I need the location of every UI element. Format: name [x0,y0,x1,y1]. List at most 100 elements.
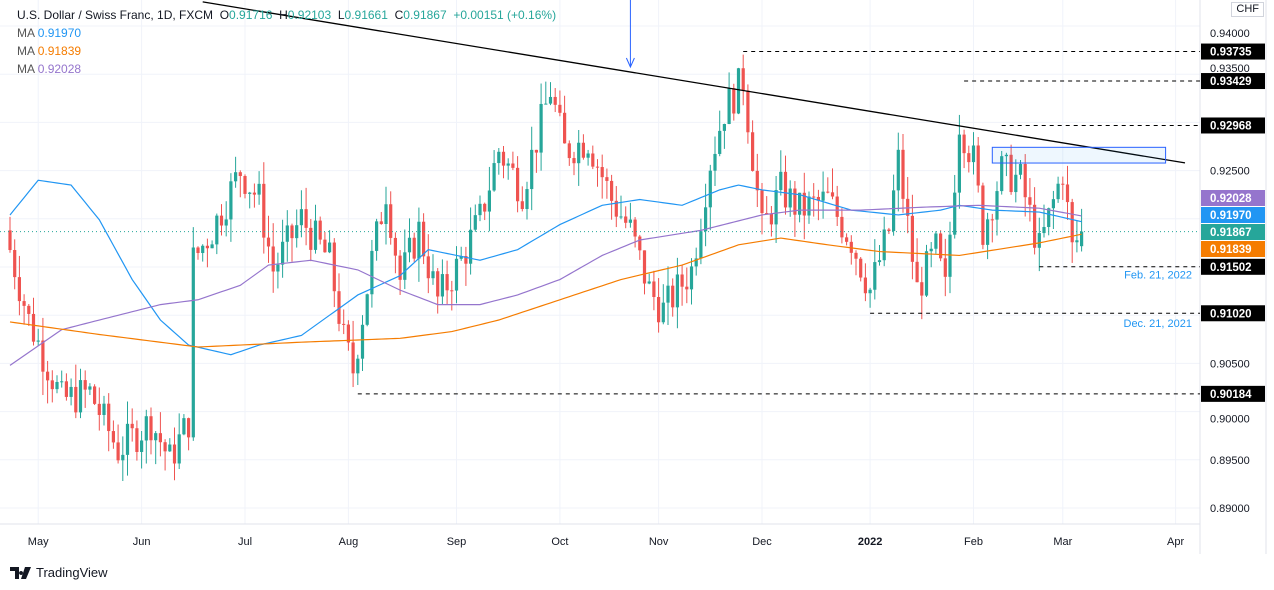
price-tag: 0.91839 [1201,241,1265,257]
candle-body [93,386,97,404]
candle-body [487,190,491,212]
candle-body [393,237,397,256]
open-value: 0.91716 [229,8,273,22]
candle-body [41,340,45,372]
candle [276,252,280,289]
candle-body [760,190,764,214]
arrow-down-icon [625,57,635,69]
candle-body [788,188,792,208]
candle [219,204,224,236]
candle-body [445,274,449,291]
candle-body [219,215,224,226]
candle [64,373,68,401]
candle [172,427,177,481]
candle [652,270,656,311]
candle-body [605,177,609,181]
ma-label: MA [17,62,35,76]
candle-body [27,305,31,314]
candle [422,213,426,265]
tradingview-logo[interactable]: TradingView [10,565,108,580]
high-value: 0.92103 [287,8,332,22]
candle-body [1009,154,1013,193]
candle [699,218,703,265]
price-tick-label: 0.94000 [1210,28,1250,40]
candle [389,191,393,245]
candle-body [398,255,402,280]
candle [755,153,759,208]
time-tick-label: Apr [1167,536,1184,548]
price-tag-label: 0.93735 [1210,47,1252,59]
candle [718,110,722,157]
candle-body [210,244,214,249]
candle-body [1056,183,1060,200]
candle-body [708,170,712,208]
candle [168,438,172,452]
candle-body [877,260,882,263]
candle [1004,152,1008,177]
candle [1037,217,1041,272]
candle [205,238,209,268]
candle [88,383,92,396]
candle-body [976,145,980,186]
candle [69,378,73,406]
ma-legend-3[interactable]: MA 0.92028 [17,60,556,78]
candle-body [323,239,327,253]
candle-body [567,143,571,159]
candle-body [544,103,548,105]
price-tag: 0.91970 [1201,207,1265,223]
candle-body [309,227,313,250]
candle [201,244,205,262]
candle-body [769,213,773,225]
candle [262,162,266,254]
candle-body [370,250,374,295]
candle-body [572,158,576,164]
candle-body [276,264,280,272]
candle [520,186,524,212]
candle [125,401,130,476]
candle-body [102,403,106,415]
candle-body [1014,174,1018,193]
candle-body [751,132,755,171]
candle [849,235,853,265]
candle-body [417,221,421,259]
close-label: C [394,8,404,22]
candle-body [887,229,891,232]
candle-body [595,166,600,168]
candle-body [17,277,21,302]
candle-body [248,192,252,194]
candle [736,67,741,115]
candle [111,420,115,449]
candle-body [863,277,867,294]
ma-legend-1[interactable]: MA 0.91970 [17,24,556,42]
candle-body [360,324,365,359]
candle [863,263,867,302]
candle [163,439,167,471]
candle-body [873,262,877,290]
candle [854,250,858,276]
candle-body [525,189,529,210]
candle-body [511,163,515,168]
candle-body [97,403,101,415]
candle-body [981,185,985,245]
candle [962,129,966,169]
candle-body [454,258,459,291]
candle [572,151,576,176]
candle-body [116,442,120,461]
candle [845,233,849,246]
candle-body [469,229,473,264]
candle [647,273,651,285]
candle [403,229,407,290]
candle [746,84,750,144]
candle-body [628,219,632,223]
time-tick-label: Sep [447,536,467,548]
ma-legend-2[interactable]: MA 0.91839 [17,42,556,60]
candle-body [1004,154,1008,157]
candle-body [971,145,976,163]
candle-body [69,386,73,397]
currency-label[interactable]: CHF [1231,2,1264,17]
candle [337,273,341,332]
candle-body [187,418,191,438]
candle-body [13,250,17,278]
candle [887,227,891,235]
